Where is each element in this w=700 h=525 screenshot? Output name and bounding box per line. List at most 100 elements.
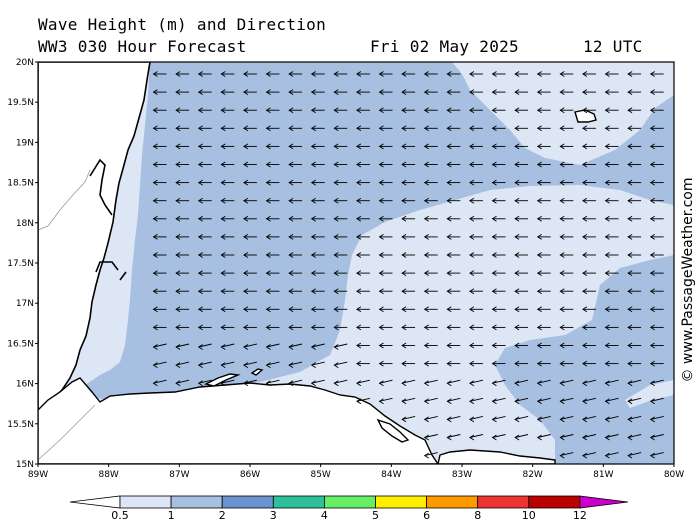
direction-arrow xyxy=(197,324,212,331)
direction-arrow xyxy=(582,288,596,295)
direction-arrow xyxy=(197,71,212,77)
direction-arrow xyxy=(265,179,280,186)
colorbar-label: 6 xyxy=(423,509,430,522)
direction-arrow xyxy=(175,125,190,132)
direction-arrow xyxy=(152,234,167,240)
direction-arrow xyxy=(243,71,257,77)
direction-arrow xyxy=(536,288,551,295)
direction-arrow xyxy=(446,342,461,349)
direction-arrow xyxy=(152,107,167,114)
direction-arrow xyxy=(333,234,348,240)
direction-arrow xyxy=(401,415,416,423)
direction-arrow xyxy=(378,360,393,367)
direction-arrow xyxy=(333,125,348,132)
direction-arrow xyxy=(536,197,551,204)
direction-arrow xyxy=(265,197,280,204)
direction-arrow xyxy=(378,125,393,132)
direction-arrow xyxy=(469,270,483,276)
direction-arrow xyxy=(582,360,596,367)
direction-arrow xyxy=(514,434,529,441)
direction-arrow xyxy=(559,107,574,114)
colorbar-segment xyxy=(170,495,223,509)
colorbar-segment xyxy=(375,495,427,509)
direction-arrow xyxy=(627,143,642,150)
direction-arrow xyxy=(649,234,664,240)
direction-arrow xyxy=(310,234,325,240)
direction-arrow xyxy=(288,161,303,168)
direction-arrow xyxy=(197,197,212,204)
direction-arrow xyxy=(627,179,642,186)
direction-arrow xyxy=(514,252,529,258)
direction-arrow xyxy=(243,215,257,222)
direction-arrow xyxy=(197,234,212,240)
direction-arrow xyxy=(627,125,642,132)
direction-arrow xyxy=(378,379,393,387)
direction-arrow xyxy=(423,360,438,367)
direction-arrow xyxy=(220,71,235,77)
direction-arrow xyxy=(423,179,438,186)
direction-arrow xyxy=(356,179,370,186)
direction-arrow xyxy=(175,107,190,114)
direction-arrow xyxy=(265,161,280,168)
direction-arrow xyxy=(469,89,483,95)
direction-arrow xyxy=(604,161,619,168)
direction-arrow xyxy=(310,143,325,150)
colorbar-underflow xyxy=(69,495,121,509)
direction-arrow xyxy=(536,161,551,168)
direction-arrow xyxy=(582,215,596,222)
direction-arrow xyxy=(152,288,167,295)
direction-arrow xyxy=(582,125,596,132)
direction-arrow xyxy=(627,415,642,423)
direction-arrow xyxy=(288,324,303,331)
direction-arrow xyxy=(175,379,190,387)
direction-arrow xyxy=(446,397,461,405)
direction-arrow xyxy=(446,306,461,313)
direction-arrow xyxy=(220,161,235,168)
direction-arrow xyxy=(152,197,167,204)
direction-arrow xyxy=(423,71,438,77)
direction-arrow xyxy=(559,179,574,186)
direction-arrow xyxy=(559,234,574,240)
direction-arrow xyxy=(559,342,574,349)
direction-arrow xyxy=(152,343,167,350)
lat-tick-label: 20N xyxy=(16,58,34,68)
direction-arrow xyxy=(401,71,416,77)
direction-arrow xyxy=(604,434,619,441)
direction-arrow xyxy=(649,397,664,405)
direction-arrow xyxy=(243,143,257,150)
direction-arrow xyxy=(243,288,257,295)
direction-arrow xyxy=(265,125,280,132)
direction-arrow xyxy=(175,361,190,368)
direction-arrow xyxy=(649,125,664,132)
direction-arrow xyxy=(333,252,348,258)
direction-arrow xyxy=(469,161,483,168)
direction-arrow xyxy=(423,397,438,405)
direction-arrow xyxy=(604,252,619,258)
direction-arrow xyxy=(423,434,438,441)
direction-arrow xyxy=(514,288,529,295)
direction-arrow xyxy=(469,71,483,77)
direction-arrow xyxy=(582,143,596,150)
direction-arrow xyxy=(243,234,257,240)
direction-arrow xyxy=(288,252,303,258)
direction-arrow xyxy=(604,107,619,114)
direction-arrow xyxy=(446,379,461,387)
lon-tick-label: 84W xyxy=(381,470,401,480)
direction-arrow xyxy=(604,452,619,459)
direction-arrow xyxy=(310,89,325,95)
direction-arrow xyxy=(604,415,619,423)
direction-arrow xyxy=(536,434,551,441)
lon-tick-label: 88W xyxy=(98,470,118,480)
direction-arrow xyxy=(243,89,257,95)
direction-arrow xyxy=(423,252,438,258)
direction-arrow xyxy=(446,197,461,204)
direction-arrow xyxy=(423,452,438,459)
direction-arrow xyxy=(446,71,461,77)
direction-arrow xyxy=(288,71,303,77)
direction-arrow xyxy=(446,161,461,168)
direction-arrow xyxy=(491,71,506,77)
direction-arrow xyxy=(514,107,529,114)
direction-arrow xyxy=(243,107,257,114)
direction-arrow xyxy=(582,161,596,168)
border-line xyxy=(38,169,91,231)
